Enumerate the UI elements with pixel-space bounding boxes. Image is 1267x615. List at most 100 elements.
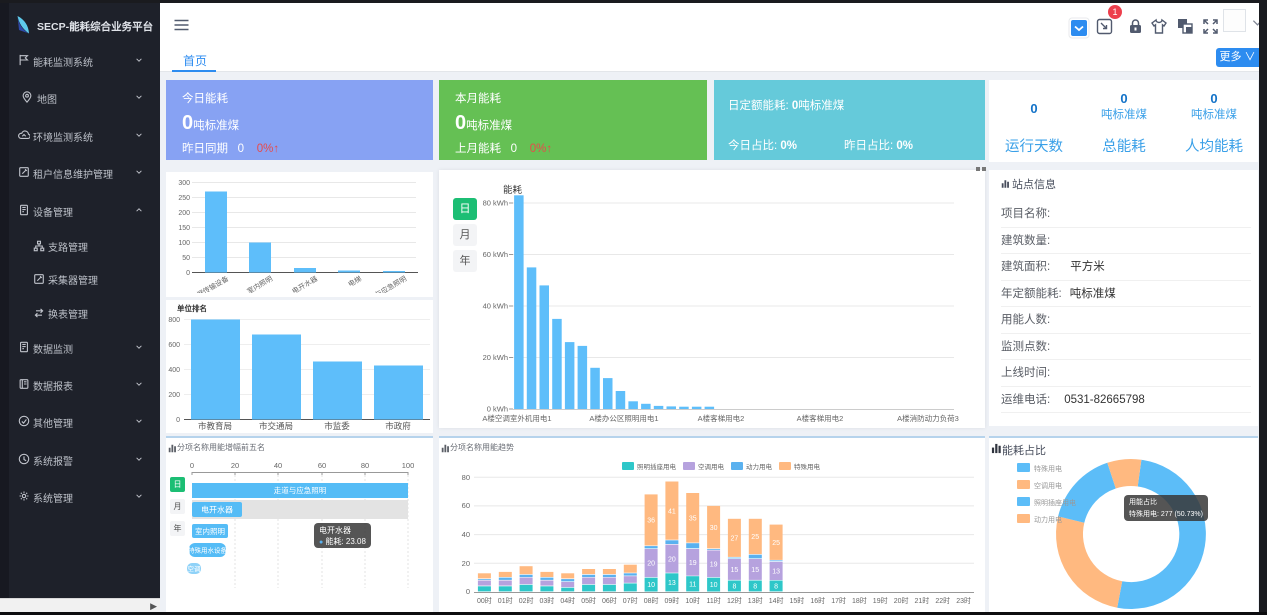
svg-text:01时: 01时 bbox=[498, 596, 513, 605]
svg-text:16时: 16时 bbox=[810, 596, 825, 605]
svg-text:15: 15 bbox=[751, 567, 759, 574]
svg-text:A楼消防动力负荷3: A楼消防动力负荷3 bbox=[897, 413, 959, 423]
svg-text:13时: 13时 bbox=[748, 596, 763, 605]
svg-text:8: 8 bbox=[774, 584, 778, 591]
svg-text:60: 60 bbox=[318, 461, 326, 470]
svg-text:30: 30 bbox=[710, 525, 718, 532]
svg-text:空调用电: 空调用电 bbox=[698, 462, 725, 471]
svg-text:10时: 10时 bbox=[685, 596, 700, 605]
svg-text:0: 0 bbox=[190, 461, 194, 470]
svg-text:22时: 22时 bbox=[935, 596, 950, 605]
svg-text:电开水器: 电开水器 bbox=[201, 505, 233, 515]
svg-text:20 kWh: 20 kWh bbox=[483, 353, 508, 362]
svg-text:室内照明: 室内照明 bbox=[195, 526, 225, 536]
svg-text:200: 200 bbox=[168, 392, 180, 399]
svg-text:60: 60 bbox=[462, 501, 470, 510]
svg-text:特殊用水设备: 特殊用水设备 bbox=[188, 546, 228, 555]
svg-text:600: 600 bbox=[168, 342, 180, 349]
svg-text:照明插座用电: 照明插座用电 bbox=[637, 462, 677, 471]
svg-text:10: 10 bbox=[710, 582, 718, 589]
svg-text:市教育局: 市教育局 bbox=[198, 421, 232, 431]
svg-text:电梯: 电梯 bbox=[346, 274, 363, 289]
svg-text:A楼客梯用电2: A楼客梯用电2 bbox=[698, 413, 745, 423]
svg-text:27: 27 bbox=[731, 536, 739, 543]
svg-text:11时: 11时 bbox=[706, 596, 720, 605]
svg-text:08时: 08时 bbox=[644, 596, 659, 605]
svg-text:150: 150 bbox=[178, 225, 190, 232]
svg-text:17时: 17时 bbox=[831, 596, 846, 605]
svg-text:800: 800 bbox=[168, 317, 180, 324]
svg-text:250: 250 bbox=[178, 195, 190, 202]
svg-text:特殊用电: 特殊用电 bbox=[794, 462, 821, 471]
svg-text:60 kWh: 60 kWh bbox=[483, 250, 508, 259]
svg-text:动力用电: 动力用电 bbox=[746, 462, 773, 471]
svg-text:13: 13 bbox=[772, 569, 780, 576]
svg-text:走道与应急照明: 走道与应急照明 bbox=[274, 485, 327, 495]
svg-text:8: 8 bbox=[732, 584, 736, 591]
svg-text:0: 0 bbox=[186, 270, 190, 277]
svg-text:04时: 04时 bbox=[560, 596, 575, 605]
svg-text:09时: 09时 bbox=[665, 596, 680, 605]
svg-text:0 kWh: 0 kWh bbox=[487, 405, 508, 414]
svg-text:室内照明: 室内照明 bbox=[245, 274, 274, 293]
svg-text:40: 40 bbox=[274, 461, 282, 470]
svg-text:15时: 15时 bbox=[790, 596, 805, 605]
svg-text:25: 25 bbox=[772, 540, 780, 547]
svg-text:20: 20 bbox=[231, 461, 239, 470]
svg-text:02时: 02时 bbox=[519, 596, 534, 605]
svg-text:80: 80 bbox=[462, 473, 470, 482]
svg-text:40 kWh: 40 kWh bbox=[483, 302, 508, 311]
svg-text:8: 8 bbox=[753, 584, 757, 591]
svg-text:19: 19 bbox=[710, 561, 718, 568]
svg-text:05时: 05时 bbox=[581, 596, 596, 605]
svg-text:A楼空调室外机用电1: A楼空调室外机用电1 bbox=[482, 413, 551, 423]
svg-text:07时: 07时 bbox=[623, 596, 638, 605]
svg-text:400: 400 bbox=[168, 367, 180, 374]
svg-text:20: 20 bbox=[647, 561, 655, 568]
svg-text:14时: 14时 bbox=[769, 596, 784, 605]
svg-text:200: 200 bbox=[178, 210, 190, 217]
svg-text:单位排名: 单位排名 bbox=[177, 303, 207, 313]
svg-text:40: 40 bbox=[462, 530, 470, 539]
svg-text:13: 13 bbox=[668, 580, 676, 587]
svg-text:20: 20 bbox=[668, 556, 676, 563]
svg-text:生活与应急照明: 生活与应急照明 bbox=[361, 274, 408, 293]
svg-text:12时: 12时 bbox=[727, 596, 742, 605]
svg-text:50: 50 bbox=[182, 255, 190, 262]
svg-text:18时: 18时 bbox=[852, 596, 867, 605]
svg-text:空调用电: 空调用电 bbox=[1034, 481, 1062, 490]
svg-text:照明插座用电: 照明插座用电 bbox=[1034, 498, 1076, 507]
svg-text:动力用电: 动力用电 bbox=[1034, 515, 1062, 524]
svg-text:0: 0 bbox=[466, 587, 470, 596]
svg-text:36: 36 bbox=[647, 518, 655, 525]
svg-text:100: 100 bbox=[402, 461, 415, 470]
svg-text:100: 100 bbox=[178, 240, 190, 247]
svg-text:11: 11 bbox=[689, 582, 696, 589]
svg-text:数据传输设备: 数据传输设备 bbox=[189, 274, 230, 293]
svg-text:特殊用电: 特殊用电 bbox=[1034, 464, 1062, 473]
svg-text:23时: 23时 bbox=[956, 596, 971, 605]
svg-text:35: 35 bbox=[689, 516, 697, 523]
svg-text:19时: 19时 bbox=[873, 596, 888, 605]
svg-text:市监委: 市监委 bbox=[324, 421, 350, 431]
svg-text:25: 25 bbox=[751, 534, 759, 541]
svg-text:06时: 06时 bbox=[602, 596, 617, 605]
svg-text:41: 41 bbox=[668, 508, 676, 515]
svg-text:空调: 空调 bbox=[188, 564, 201, 573]
svg-text:21时: 21时 bbox=[915, 596, 930, 605]
svg-text:A楼客梯用电2: A楼客梯用电2 bbox=[797, 413, 844, 423]
svg-text:00时: 00时 bbox=[477, 596, 492, 605]
svg-text:0: 0 bbox=[176, 417, 180, 424]
svg-text:A楼办公区照明用电1: A楼办公区照明用电1 bbox=[589, 413, 658, 423]
svg-text:80: 80 bbox=[361, 461, 369, 470]
svg-text:10: 10 bbox=[647, 582, 655, 589]
svg-text:电开水器: 电开水器 bbox=[290, 274, 319, 293]
svg-text:20时: 20时 bbox=[894, 596, 909, 605]
svg-text:市交通局: 市交通局 bbox=[259, 421, 293, 431]
svg-text:03时: 03时 bbox=[540, 596, 555, 605]
svg-text:300: 300 bbox=[178, 180, 190, 187]
svg-text:市政府: 市政府 bbox=[385, 421, 411, 431]
svg-text:19: 19 bbox=[689, 560, 697, 567]
svg-text:80 kWh: 80 kWh bbox=[483, 199, 508, 208]
svg-text:15: 15 bbox=[731, 567, 739, 574]
